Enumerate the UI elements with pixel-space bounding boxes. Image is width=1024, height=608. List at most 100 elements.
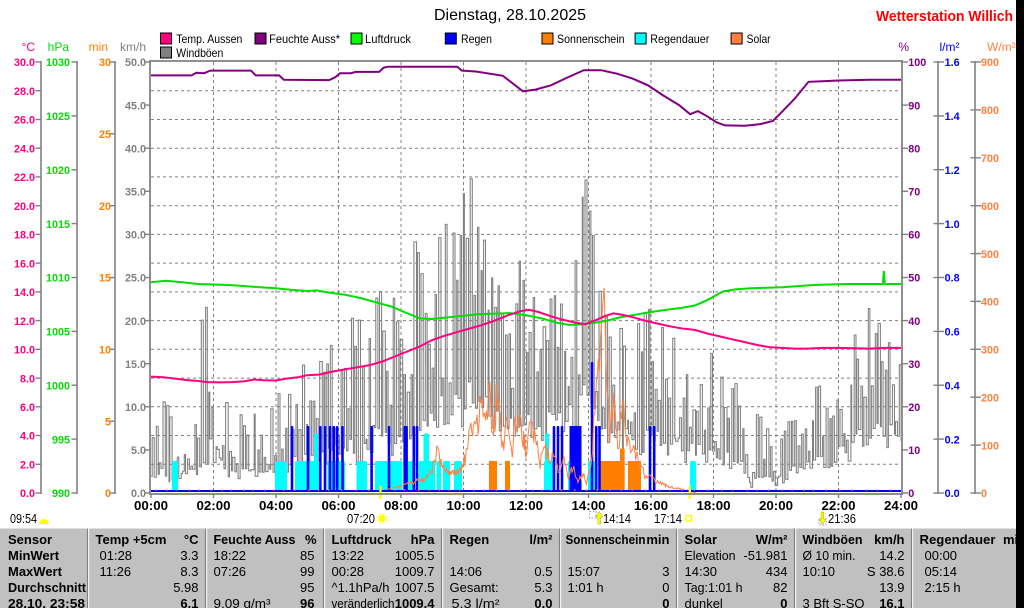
svg-text:1.6: 1.6 xyxy=(945,57,960,69)
svg-text:14.2: 14.2 xyxy=(879,548,904,563)
svg-text:1010: 1010 xyxy=(46,273,70,285)
svg-text:300: 300 xyxy=(981,345,999,357)
svg-text:50: 50 xyxy=(908,273,920,285)
svg-text:Tag:1:01 h: Tag:1:01 h xyxy=(685,580,743,595)
svg-text:10:00: 10:00 xyxy=(447,499,481,513)
svg-text:1009.4: 1009.4 xyxy=(395,596,436,608)
svg-text:°C: °C xyxy=(184,532,199,547)
svg-text:1015: 1015 xyxy=(46,219,70,231)
svg-text:0: 0 xyxy=(105,488,111,500)
svg-text:W/m²: W/m² xyxy=(987,40,1016,54)
svg-text:1000: 1000 xyxy=(46,380,70,392)
svg-text:Solar: Solar xyxy=(685,532,718,547)
svg-text:28.10, 23:58: 28.10, 23:58 xyxy=(8,596,85,608)
svg-text:00:00: 00:00 xyxy=(925,548,958,563)
svg-text:Solar: Solar xyxy=(747,32,771,46)
svg-text:%: % xyxy=(898,40,909,54)
svg-text:18:22: 18:22 xyxy=(214,548,247,563)
svg-text:30: 30 xyxy=(908,359,920,371)
svg-text:3 Bft S-SO: 3 Bft S-SO xyxy=(803,596,865,608)
svg-text:45.0: 45.0 xyxy=(125,100,146,112)
svg-text:800: 800 xyxy=(981,105,999,117)
svg-text:Dienstag, 28.10.2025: Dienstag, 28.10.2025 xyxy=(434,7,586,24)
svg-text:500: 500 xyxy=(981,249,999,261)
svg-text:22.0: 22.0 xyxy=(14,172,35,184)
svg-text:17:14: 17:14 xyxy=(654,511,682,526)
svg-text:21:36: 21:36 xyxy=(828,511,856,526)
svg-text:km/h: km/h xyxy=(874,532,904,547)
svg-text:Ø 10 min.: Ø 10 min. xyxy=(803,548,856,563)
svg-text:1005: 1005 xyxy=(46,327,70,339)
svg-text:6.0: 6.0 xyxy=(20,402,35,414)
svg-text:0: 0 xyxy=(662,596,669,608)
svg-text:07:26: 07:26 xyxy=(214,564,247,579)
svg-text:MinWert: MinWert xyxy=(8,548,60,563)
svg-text:Regendauer: Regendauer xyxy=(920,532,996,547)
svg-text:05:14: 05:14 xyxy=(925,564,958,579)
svg-text:MaxWert: MaxWert xyxy=(8,564,63,579)
svg-text:20.0: 20.0 xyxy=(14,201,35,213)
svg-text:13.9: 13.9 xyxy=(879,580,904,595)
svg-text:99: 99 xyxy=(300,564,314,579)
svg-text:95: 95 xyxy=(300,580,314,595)
svg-text:Gesamt:: Gesamt: xyxy=(450,580,499,595)
svg-text:14:14: 14:14 xyxy=(603,511,631,526)
svg-text:1020: 1020 xyxy=(46,165,70,177)
svg-text:Regendauer: Regendauer xyxy=(650,32,709,46)
svg-text:900: 900 xyxy=(981,57,999,69)
svg-text:30.0: 30.0 xyxy=(14,57,35,69)
svg-text:Wetterstation Willich: Wetterstation Willich xyxy=(876,9,1013,25)
svg-text:0.6: 0.6 xyxy=(945,327,960,339)
svg-text:12:00: 12:00 xyxy=(509,499,543,513)
svg-text:5.98: 5.98 xyxy=(173,580,198,595)
svg-text:5.3 l/m²: 5.3 l/m² xyxy=(452,596,501,608)
svg-text:26.0: 26.0 xyxy=(14,115,35,127)
svg-text:10: 10 xyxy=(908,445,920,457)
svg-text:14:00: 14:00 xyxy=(572,499,606,513)
svg-text:14:06: 14:06 xyxy=(450,564,483,579)
svg-text:1.4: 1.4 xyxy=(945,111,960,123)
svg-text:0: 0 xyxy=(780,596,787,608)
svg-text:1025: 1025 xyxy=(46,111,70,123)
svg-text:40.0: 40.0 xyxy=(125,143,146,155)
svg-text:100: 100 xyxy=(981,440,999,452)
svg-text:W/m²: W/m² xyxy=(756,532,788,547)
svg-text:0: 0 xyxy=(981,488,987,500)
svg-text:11:26: 11:26 xyxy=(100,564,132,579)
svg-text:km/h: km/h xyxy=(120,40,146,54)
svg-text:0.4: 0.4 xyxy=(945,380,960,392)
svg-text:Windböen: Windböen xyxy=(803,532,863,547)
svg-text:10: 10 xyxy=(99,345,111,357)
svg-text:Regen: Regen xyxy=(461,32,492,46)
svg-text:80: 80 xyxy=(908,143,920,155)
svg-text:5: 5 xyxy=(105,416,111,428)
svg-text:5.3: 5.3 xyxy=(534,580,552,595)
svg-text:18.0: 18.0 xyxy=(14,230,35,242)
svg-text:0: 0 xyxy=(662,580,669,595)
svg-text:16:00: 16:00 xyxy=(634,499,668,513)
svg-text:°C: °C xyxy=(22,40,36,54)
svg-text:25.0: 25.0 xyxy=(125,273,146,285)
svg-text:20:00: 20:00 xyxy=(759,499,793,513)
svg-text:1:01 h: 1:01 h xyxy=(568,580,604,595)
svg-text:Elevation: Elevation xyxy=(685,548,736,563)
svg-text:90: 90 xyxy=(908,100,920,112)
svg-text:3.3: 3.3 xyxy=(180,548,198,563)
svg-text:14:30: 14:30 xyxy=(685,564,718,579)
svg-text:min: min xyxy=(89,40,108,54)
svg-text:82: 82 xyxy=(773,580,787,595)
svg-text:24.0: 24.0 xyxy=(14,143,35,155)
svg-text:0.0: 0.0 xyxy=(20,488,35,500)
svg-text:3: 3 xyxy=(662,564,669,579)
svg-text:20.0: 20.0 xyxy=(125,316,146,328)
svg-text:1.0: 1.0 xyxy=(945,219,960,231)
svg-text:20: 20 xyxy=(99,201,111,213)
svg-text:10.0: 10.0 xyxy=(125,402,146,414)
svg-text:85: 85 xyxy=(300,548,314,563)
svg-text:20: 20 xyxy=(908,402,920,414)
svg-text:600: 600 xyxy=(981,201,999,213)
svg-text:0.0: 0.0 xyxy=(534,596,552,608)
svg-text:100: 100 xyxy=(908,57,926,69)
svg-text:0: 0 xyxy=(908,488,914,500)
svg-text:hPa: hPa xyxy=(411,532,436,547)
